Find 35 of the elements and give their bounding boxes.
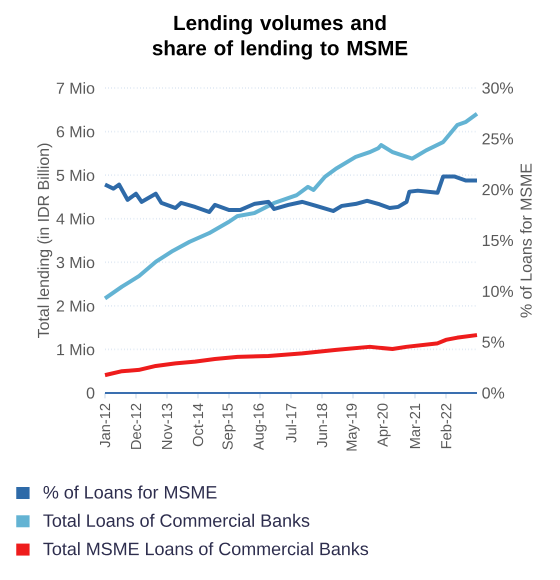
- y-tick-label: 5 Mio: [56, 169, 94, 181]
- line-series: [103, 333, 480, 378]
- x-tick-label: Aug-16: [253, 404, 267, 450]
- chart-title: Lending volumes and share of lending to MSME: [152, 15, 408, 60]
- x-tick-label: Feb-22: [440, 404, 452, 448]
- x-tick-label: Apr-20: [377, 404, 391, 447]
- x-tick-label: May-19: [346, 404, 360, 451]
- x-tick-label: Jul-17: [286, 404, 296, 443]
- y-tick-label: 0: [86, 387, 94, 399]
- legend-label: Total MSME Loans of Commercial Banks: [43, 542, 368, 556]
- y-tick-label: 2 Mio: [56, 300, 94, 312]
- x-tick-label: Jan-12: [100, 404, 110, 448]
- y-tick-label: 4 Mio: [56, 212, 94, 225]
- y-tick-label: 1 Mio: [57, 344, 94, 356]
- x-tick-label: Oct-14: [192, 403, 204, 446]
- x-tick-label: Mar-21: [410, 404, 420, 448]
- line-series: [103, 112, 480, 300]
- y2-tick-label: 0%: [482, 387, 504, 399]
- x-tick-label: Nov-13: [162, 404, 172, 449]
- y2-axis-title: % of Loans for MSME: [520, 164, 532, 318]
- y2-tick-label: 5%: [482, 336, 504, 348]
- x-tick-label: Sep-15: [222, 404, 236, 450]
- y2-tick-label: 15%: [482, 234, 514, 246]
- x-tick-label: Jun-18: [316, 404, 328, 448]
- y2-tick-label: 25%: [482, 133, 514, 144]
- y-tick-label: 6 Mio: [56, 126, 94, 138]
- x-tick-label: Dec-12: [130, 404, 142, 449]
- y-tick-label: 7 Mio: [56, 82, 94, 94]
- y2-tick-label: 30%: [482, 82, 514, 94]
- legend-label: Total Loans of Commercial Banks: [43, 514, 310, 527]
- y-axis-title: Total lending (in IDR Billion): [37, 144, 52, 338]
- y2-tick-label: 10%: [482, 286, 514, 297]
- legend-label: % of Loans for MSME: [44, 486, 217, 499]
- y-tick-label: 3 Mio: [56, 256, 94, 268]
- y2-tick-label: 20%: [482, 184, 514, 196]
